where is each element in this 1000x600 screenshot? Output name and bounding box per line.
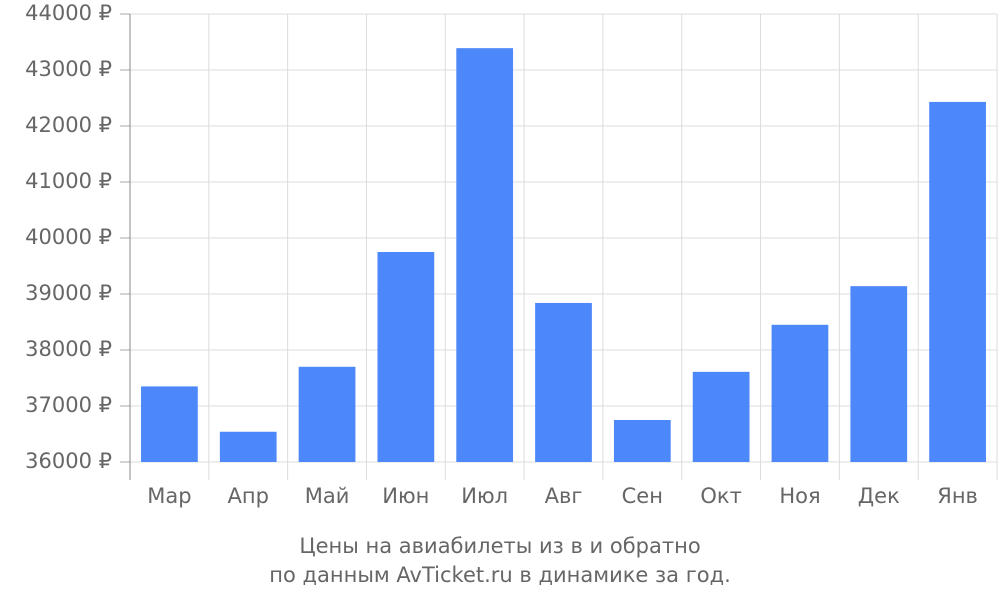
x-tick-label: Июл xyxy=(461,484,508,508)
bar xyxy=(613,420,671,462)
bar xyxy=(771,324,829,462)
bar xyxy=(219,431,277,462)
y-tick-label: 37000 ₽ xyxy=(25,393,112,417)
bar xyxy=(850,286,908,462)
x-tick-label: Май xyxy=(305,484,350,508)
y-tick-label: 41000 ₽ xyxy=(25,169,112,193)
chart-title: Цены на авиабилеты из в и обратно xyxy=(299,534,700,558)
y-tick-label: 42000 ₽ xyxy=(25,113,112,137)
x-tick-label: Ноя xyxy=(779,484,820,508)
x-tick-label: Сен xyxy=(622,484,663,508)
y-tick-label: 39000 ₽ xyxy=(25,281,112,305)
bar xyxy=(141,386,198,462)
bar xyxy=(298,366,356,462)
y-tick-label: 43000 ₽ xyxy=(25,57,112,81)
bar xyxy=(456,48,514,462)
x-tick-label: Авг xyxy=(545,484,583,508)
bar xyxy=(692,371,750,462)
bar xyxy=(929,101,986,463)
bar xyxy=(377,252,435,462)
chart-subtitle: по данным AvTicket.ru в динамике за год. xyxy=(269,563,731,587)
x-tick-label: Мар xyxy=(147,484,191,508)
x-tick-label: Окт xyxy=(700,484,741,508)
x-tick-label: Дек xyxy=(858,484,900,508)
x-tick-label: Янв xyxy=(937,484,978,508)
x-tick-label: Июн xyxy=(382,484,429,508)
y-tick-label: 38000 ₽ xyxy=(25,337,112,361)
y-tick-label: 40000 ₽ xyxy=(25,225,112,249)
y-tick-label: 44000 ₽ xyxy=(25,1,112,25)
x-tick-label: Апр xyxy=(228,484,269,508)
y-tick-label: 36000 ₽ xyxy=(25,449,112,473)
bar xyxy=(535,302,592,462)
